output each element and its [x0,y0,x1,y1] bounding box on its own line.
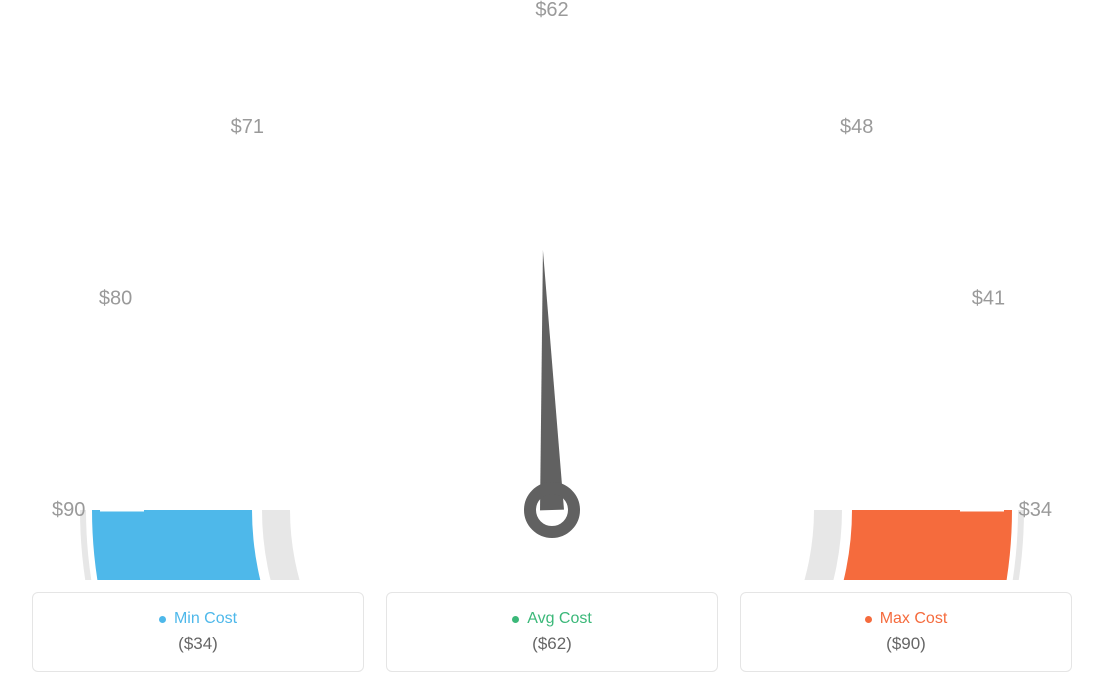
tick-mark [110,416,137,422]
legend-value-min: ($34) [178,634,218,654]
tick-label: $90 [52,499,85,521]
inner-ring [262,510,842,580]
legend-label-row: Min Cost [159,610,237,628]
tick-mark [814,164,842,198]
tick-mark [647,70,653,97]
legend-card-avg: Avg Cost ($62) [386,592,718,672]
tick-mark [744,107,757,132]
tick-label: $80 [99,288,132,310]
tick-label: $48 [840,116,873,138]
tick-mark [450,70,456,97]
gauge-chart: $34 $41 $48 $62 $71 $80 $90 [0,0,1104,580]
legend-dot-avg [512,616,519,623]
legend-value-avg: ($62) [532,634,572,654]
tick-label: $41 [972,288,1005,310]
tick-label: $71 [231,116,264,138]
tick-label: $34 [1019,499,1052,521]
gauge-needle [540,250,564,510]
legend-label-min: Min Cost [174,610,237,628]
legend-dot-max [865,616,872,623]
gauge-area: $34 $41 $48 $62 $71 $80 $90 [0,0,1104,580]
legend-card-min: Min Cost ($34) [32,592,364,672]
tick-mark [886,232,908,249]
tick-label: $62 [535,0,568,21]
tick-mark [196,232,218,249]
legend-label-max: Max Cost [880,610,948,628]
tick-mark [967,416,994,422]
cost-gauge-container: $34 $41 $48 $62 $71 $80 $90 Min Cost ($34) Avg… [0,0,1104,690]
legend-card-max: Max Cost ($90) [740,592,1072,672]
legend-label-row: Max Cost [865,610,948,628]
gauge-arc [92,510,1012,580]
legend-label-avg: Avg Cost [527,610,592,628]
legend-label-row: Avg Cost [512,610,592,628]
tick-mark [261,164,289,198]
tick-mark [922,319,962,338]
legend-value-max: ($90) [886,634,926,654]
tick-mark [142,319,182,338]
legend-row: Min Cost ($34) Avg Cost ($62) Max Cost (… [0,592,1104,672]
tick-mark [347,107,360,132]
legend-dot-min [159,616,166,623]
